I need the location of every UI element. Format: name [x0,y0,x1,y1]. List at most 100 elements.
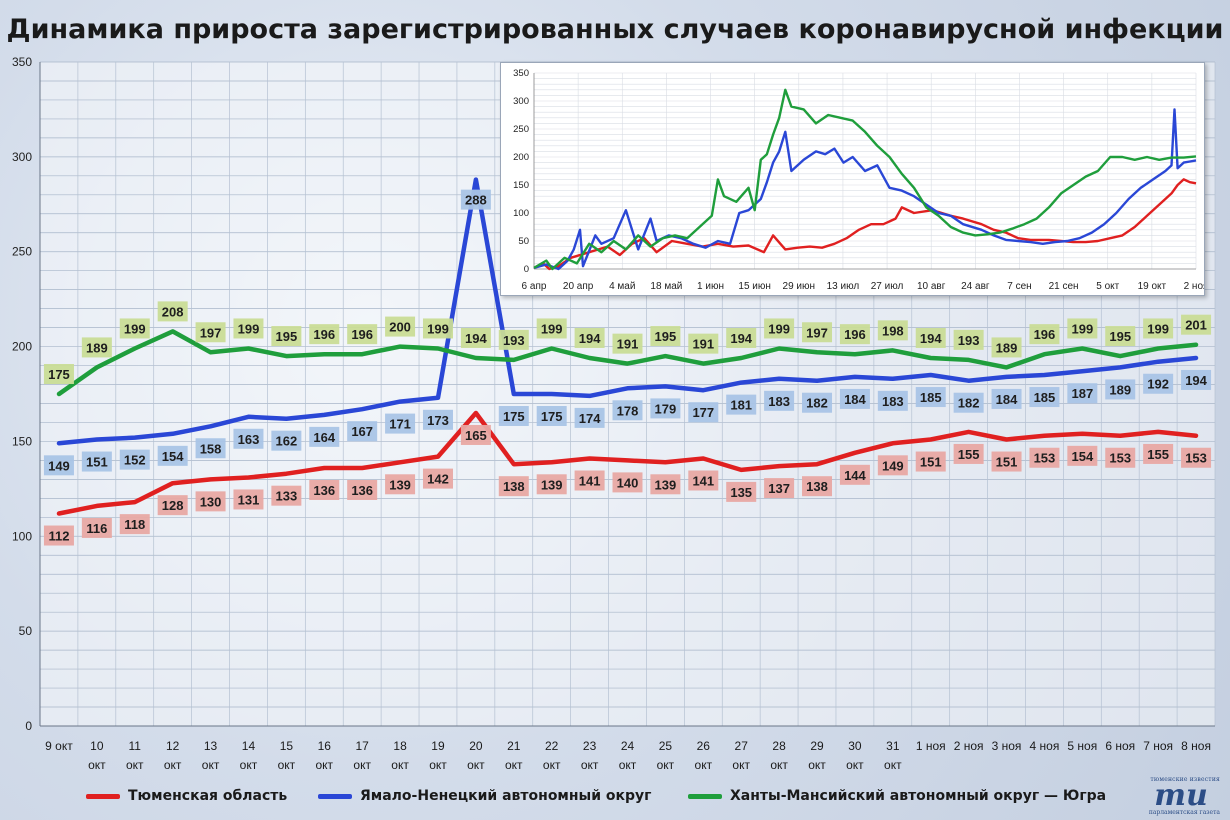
data-label: 135 [730,485,752,500]
data-label-box [612,400,643,421]
data-label-box [43,525,74,546]
legend-swatch-blue [318,793,352,799]
data-label: 193 [503,333,525,348]
legend-item-khmao: Ханты-Мансийский автономный округ — Югра [688,788,1106,804]
y-tick-label: 200 [12,340,32,354]
inset-y-tick-label: 250 [513,124,529,135]
data-label-box [1029,387,1060,408]
data-label-box [422,468,453,489]
inset-x-tick-label: 19 окт [1138,281,1167,292]
data-label-box [422,409,453,430]
data-label-box [764,390,795,411]
data-label-box [612,472,643,493]
x-tick-label: окт [467,758,485,772]
data-label-box [650,326,681,347]
data-label-box [953,329,984,350]
data-label: 199 [238,321,260,336]
data-label: 184 [844,392,866,407]
data-label: 155 [1147,447,1169,462]
x-tick-label: окт [164,758,182,772]
data-label-box [498,329,529,350]
data-label: 154 [162,449,184,464]
data-label: 118 [124,517,145,532]
y-tick-label: 50 [19,624,33,638]
data-label-box [764,478,795,499]
data-label-box [1029,324,1060,345]
data-label: 194 [465,331,487,346]
x-tick-label: окт [657,758,675,772]
data-label-box [385,413,416,434]
inset-x-tick-label: 1 июн [697,281,724,292]
y-tick-label: 350 [12,55,32,69]
data-label: 154 [1071,449,1093,464]
data-label-box [43,364,74,384]
series-line-2 [56,329,1199,397]
data-label-box [233,318,264,339]
data-label-box [802,392,833,413]
x-tick-label: окт [732,758,750,772]
data-label: 199 [1147,321,1169,336]
data-label: 173 [427,413,449,428]
data-label: 144 [844,468,866,483]
x-tick-label: 12 [166,739,180,753]
y-tick-label: 250 [12,245,32,259]
data-label-box [1105,326,1136,347]
data-label: 149 [48,458,70,473]
data-label-box [877,320,908,341]
x-tick-label: окт [126,758,144,772]
data-label: 171 [389,417,411,432]
inset-y-tick-label: 150 [513,180,529,191]
data-label: 140 [617,475,639,490]
data-label-box [802,476,833,497]
inset-x-tick-label: 15 июн [738,281,771,292]
inset-x-tick-label: 27 июл [871,281,904,292]
x-tick-label: 5 ноя [1067,739,1097,753]
inset-y-tick-label: 200 [513,152,529,163]
data-label-box [726,481,757,502]
data-label-box [574,407,605,428]
data-label-box [688,402,719,423]
data-label-box [157,445,188,466]
data-label-box [43,455,74,476]
data-label: 199 [427,321,449,336]
x-tick-label: 23 [583,739,597,753]
legend-label-yamal: Ямало-Ненецкий автономный округ [360,788,652,804]
data-label: 201 [1185,318,1207,333]
data-label-box [536,406,567,426]
data-label-box [460,189,491,210]
legend-item-tyumen: Тюменская область [86,788,287,804]
data-label-box [726,327,757,348]
data-label: 165 [465,428,487,443]
inset-y-tick-label: 350 [513,68,529,79]
data-label: 116 [86,521,107,536]
x-tick-label: 31 [886,739,900,753]
data-label-box [119,449,150,470]
data-label-box [309,479,340,500]
data-label-box [157,495,188,516]
data-label: 164 [313,430,335,445]
inset-y-tick-label: 100 [513,208,529,219]
legend: Тюменская область Ямало-Ненецкий автоном… [0,788,1230,810]
data-label: 128 [162,498,184,513]
inset-x-tick-label: 29 июн [783,281,816,292]
data-label-box [536,318,567,339]
data-label: 151 [920,455,942,470]
x-tick-label: 29 [810,739,824,753]
data-label-box [422,318,453,339]
data-label-box [309,426,340,447]
data-label: 153 [1109,451,1131,466]
data-label-box [915,327,946,348]
data-label: 141 [579,474,601,489]
x-tick-label: окт [391,758,409,772]
data-label-box [839,464,870,485]
legend-item-yamal: Ямало-Ненецкий автономный округ [318,788,651,804]
x-tick-label: 1 ноя [916,739,946,753]
x-tick-label: окт [619,758,637,772]
data-label: 194 [730,331,752,346]
x-tick-label: окт [315,758,333,772]
data-label-box [81,517,112,538]
data-label: 195 [276,329,298,344]
data-label-box [1029,447,1060,468]
data-label-box [1105,447,1136,468]
data-label: 196 [1034,327,1056,342]
